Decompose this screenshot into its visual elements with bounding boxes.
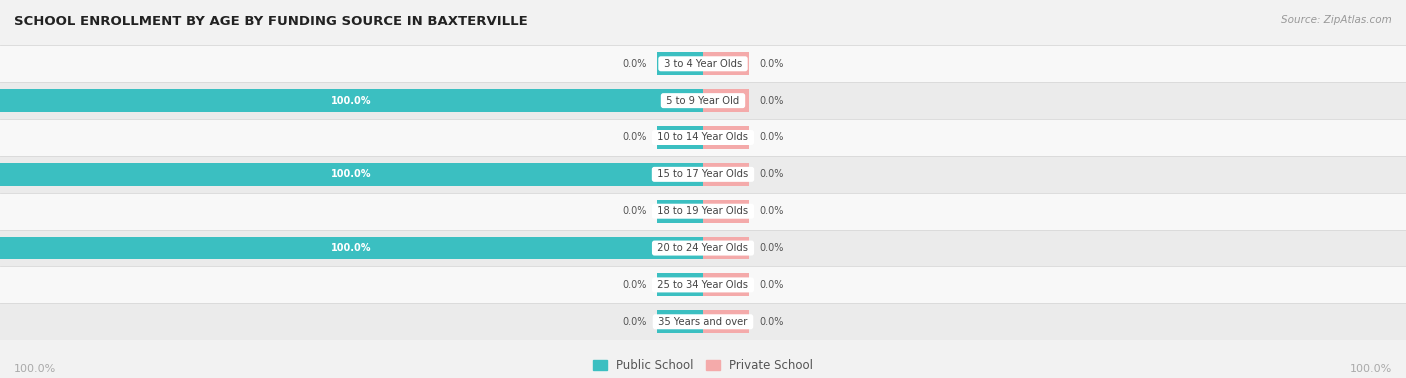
Text: 0.0%: 0.0%	[759, 280, 783, 290]
Bar	[657, 126, 703, 149]
Text: 100.0%: 100.0%	[332, 96, 371, 105]
Bar	[657, 53, 703, 75]
Bar	[0, 45, 1406, 82]
Bar	[0, 89, 703, 112]
Bar	[703, 163, 749, 186]
Text: 0.0%: 0.0%	[759, 96, 783, 105]
Text: SCHOOL ENROLLMENT BY AGE BY FUNDING SOURCE IN BAXTERVILLE: SCHOOL ENROLLMENT BY AGE BY FUNDING SOUR…	[14, 15, 527, 28]
Text: 0.0%: 0.0%	[759, 317, 783, 327]
Bar	[0, 230, 1406, 266]
Bar	[657, 274, 703, 296]
Bar	[0, 163, 703, 186]
Bar	[0, 266, 1406, 303]
Bar	[0, 237, 703, 259]
Text: 0.0%: 0.0%	[623, 59, 647, 69]
Text: 0.0%: 0.0%	[623, 133, 647, 143]
Bar	[703, 237, 749, 259]
Text: 3 to 4 Year Olds: 3 to 4 Year Olds	[661, 59, 745, 69]
Legend: Public School, Private School: Public School, Private School	[593, 359, 813, 372]
Text: 100.0%: 100.0%	[14, 364, 56, 374]
Text: 10 to 14 Year Olds: 10 to 14 Year Olds	[654, 133, 752, 143]
Text: 15 to 17 Year Olds: 15 to 17 Year Olds	[654, 169, 752, 179]
Text: 100.0%: 100.0%	[1350, 364, 1392, 374]
Text: 100.0%: 100.0%	[332, 243, 371, 253]
Text: 0.0%: 0.0%	[623, 280, 647, 290]
Text: 0.0%: 0.0%	[623, 317, 647, 327]
Bar	[703, 310, 749, 333]
Bar	[703, 53, 749, 75]
Bar	[0, 119, 1406, 156]
Text: 0.0%: 0.0%	[759, 59, 783, 69]
Text: 0.0%: 0.0%	[759, 243, 783, 253]
Text: 100.0%: 100.0%	[332, 169, 371, 179]
Bar	[703, 126, 749, 149]
Text: Source: ZipAtlas.com: Source: ZipAtlas.com	[1281, 15, 1392, 25]
Text: 0.0%: 0.0%	[759, 206, 783, 216]
Text: 25 to 34 Year Olds: 25 to 34 Year Olds	[654, 280, 752, 290]
Text: 18 to 19 Year Olds: 18 to 19 Year Olds	[654, 206, 752, 216]
Bar	[657, 200, 703, 223]
Bar	[703, 89, 749, 112]
Text: 0.0%: 0.0%	[623, 206, 647, 216]
Bar	[703, 274, 749, 296]
Bar	[0, 82, 1406, 119]
Bar	[657, 310, 703, 333]
Text: 0.0%: 0.0%	[759, 133, 783, 143]
Bar	[0, 156, 1406, 193]
Bar	[703, 200, 749, 223]
Text: 0.0%: 0.0%	[759, 169, 783, 179]
Bar	[0, 193, 1406, 229]
Text: 35 Years and over: 35 Years and over	[655, 317, 751, 327]
Bar	[0, 303, 1406, 340]
Text: 20 to 24 Year Olds: 20 to 24 Year Olds	[654, 243, 752, 253]
Text: 5 to 9 Year Old: 5 to 9 Year Old	[664, 96, 742, 105]
